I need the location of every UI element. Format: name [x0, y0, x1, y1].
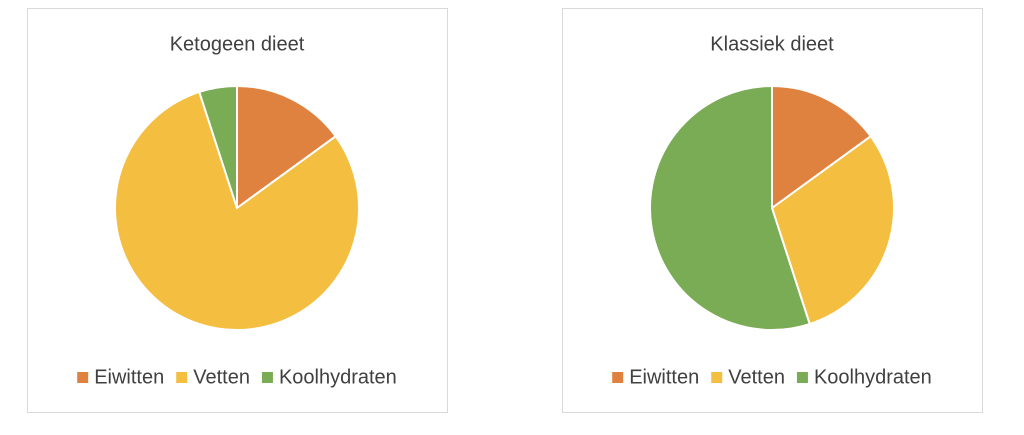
chart-title: Ketogeen dieet: [170, 33, 305, 55]
legend-swatch: [261, 372, 273, 383]
chart: Klassiek dieet Eiwitten Vetten Koolhydraten: [562, 8, 983, 413]
legend-swatch: [711, 372, 723, 383]
legend-swatch: [77, 372, 89, 383]
legend-label: Vetten: [193, 366, 250, 388]
legend-label: Eiwitten: [629, 366, 699, 388]
pie-slice: [236, 84, 338, 210]
legend-swatch: [176, 372, 188, 383]
pie-slice: [770, 134, 895, 326]
pie-slice: [771, 84, 873, 210]
legend-swatch: [796, 372, 808, 383]
chart: Ketogeen dieet Eiwitten Vetten Koolhydraten: [27, 8, 448, 413]
chart-title: Klassiek dieet: [710, 33, 834, 55]
legend-swatch: [612, 372, 624, 383]
pie-slice: [114, 90, 360, 331]
legend-label: Koolhydraten: [814, 366, 932, 388]
legend-label: Vetten: [728, 366, 785, 388]
pie-slice: [198, 84, 238, 209]
pie-slice: [649, 84, 811, 331]
legend-label: Koolhydraten: [279, 366, 397, 388]
legend: Eiwitten Vetten Koolhydraten: [612, 366, 932, 388]
legend-label: Eiwitten: [94, 366, 164, 388]
legend: Eiwitten Vetten Koolhydraten: [77, 366, 397, 388]
